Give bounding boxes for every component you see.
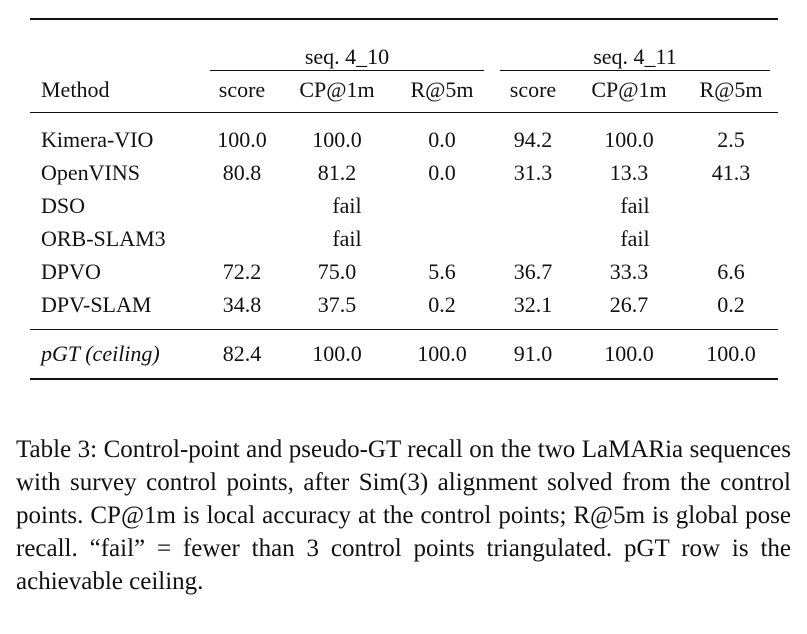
table-cell: 13.3 xyxy=(609,159,649,185)
fail-cell: fail xyxy=(332,225,362,251)
table-cell: 6.6 xyxy=(717,258,745,284)
table-cell: 0.0 xyxy=(428,126,456,152)
table-cell: 100.0 xyxy=(604,126,654,152)
table-cell: 32.1 xyxy=(513,291,553,317)
table-column-header-row: Method score CP@1m R@5m score CP@1m R@5m xyxy=(30,68,778,113)
table-cell: 0.0 xyxy=(428,159,456,185)
fail-cell: fail xyxy=(332,192,362,218)
group-header-seq-4-10: seq. 4_10 xyxy=(202,19,492,70)
table-cell: 100.0 xyxy=(312,341,362,366)
table-cell: 82.4 xyxy=(222,341,262,366)
table-cell: 72.2 xyxy=(222,258,262,284)
column-header-r-5m: R@5m xyxy=(410,77,474,102)
table-cell: 2.5 xyxy=(717,126,745,152)
table-cell: 100.0 xyxy=(604,341,654,366)
table-cell: 100.0 xyxy=(312,126,362,152)
group-header-spacer xyxy=(30,19,202,68)
table-row: OpenVINS 80.8 81.2 0.0 31.3 13.3 41.3 xyxy=(30,156,778,189)
ceiling-row: pGT (ceiling) 82.4 100.0 100.0 91.0 100.… xyxy=(30,329,778,379)
table-group-header-row: seq. 4_10 seq. 4_11 xyxy=(30,19,778,70)
table-row: DPVO 72.2 75.0 5.6 36.7 33.3 6.6 xyxy=(30,255,778,288)
table-row: DSO fail fail xyxy=(30,189,778,222)
table-cell: 33.3 xyxy=(609,258,649,284)
table-cell: 26.7 xyxy=(609,291,649,317)
method-cell: DSO xyxy=(41,192,86,218)
results-table-container: seq. 4_10 seq. 4_11 Method score CP@1m R… xyxy=(30,18,778,380)
table-cell: 80.8 xyxy=(222,159,262,185)
table-cell: 81.2 xyxy=(317,159,357,185)
method-cell: ORB-SLAM3 xyxy=(41,225,166,251)
table-cell: 75.0 xyxy=(317,258,357,284)
table-row: DPV-SLAM 34.8 37.5 0.2 32.1 26.7 0.2 xyxy=(30,288,778,330)
fail-cell: fail xyxy=(620,192,650,218)
method-cell: OpenVINS xyxy=(41,159,140,185)
table-cell: 5.6 xyxy=(428,258,456,284)
table-cell: 94.2 xyxy=(513,126,553,152)
column-header-r-5m: R@5m xyxy=(699,77,763,102)
table-cell: 31.3 xyxy=(513,159,553,185)
fail-cell: fail xyxy=(620,225,650,251)
table-row: ORB-SLAM3 fail fail xyxy=(30,222,778,255)
ceiling-method-cell: pGT (ceiling) xyxy=(41,341,160,366)
method-cell: Kimera-VIO xyxy=(41,126,154,152)
table-cell: 37.5 xyxy=(317,291,357,317)
table-cell: 100.0 xyxy=(706,341,756,366)
results-table: seq. 4_10 seq. 4_11 Method score CP@1m R… xyxy=(30,18,778,380)
table-cell: 100.0 xyxy=(417,341,467,366)
column-header-cp-1m: CP@1m xyxy=(299,77,375,102)
table-caption: Table 3: Control-point and pseudo-GT rec… xyxy=(16,436,791,595)
table-cell: 0.2 xyxy=(428,291,456,317)
table-row: Kimera-VIO 100.0 100.0 0.0 94.2 100.0 2.… xyxy=(30,112,778,157)
column-header-score: score xyxy=(509,77,557,102)
column-header-cp-1m: CP@1m xyxy=(591,77,667,102)
group-header-seq-4-11: seq. 4_11 xyxy=(492,19,778,70)
method-cell: DPVO xyxy=(41,258,101,284)
table-cell: 41.3 xyxy=(711,159,751,185)
table-cell: 0.2 xyxy=(717,291,745,317)
method-cell: DPV-SLAM xyxy=(41,291,152,317)
table-cell: 34.8 xyxy=(222,291,262,317)
table-cell: 100.0 xyxy=(217,126,267,152)
table-cell: 91.0 xyxy=(513,341,553,366)
column-header-score: score xyxy=(218,77,266,102)
column-header-method: Method xyxy=(41,77,110,102)
table-cell: 36.7 xyxy=(513,258,553,284)
